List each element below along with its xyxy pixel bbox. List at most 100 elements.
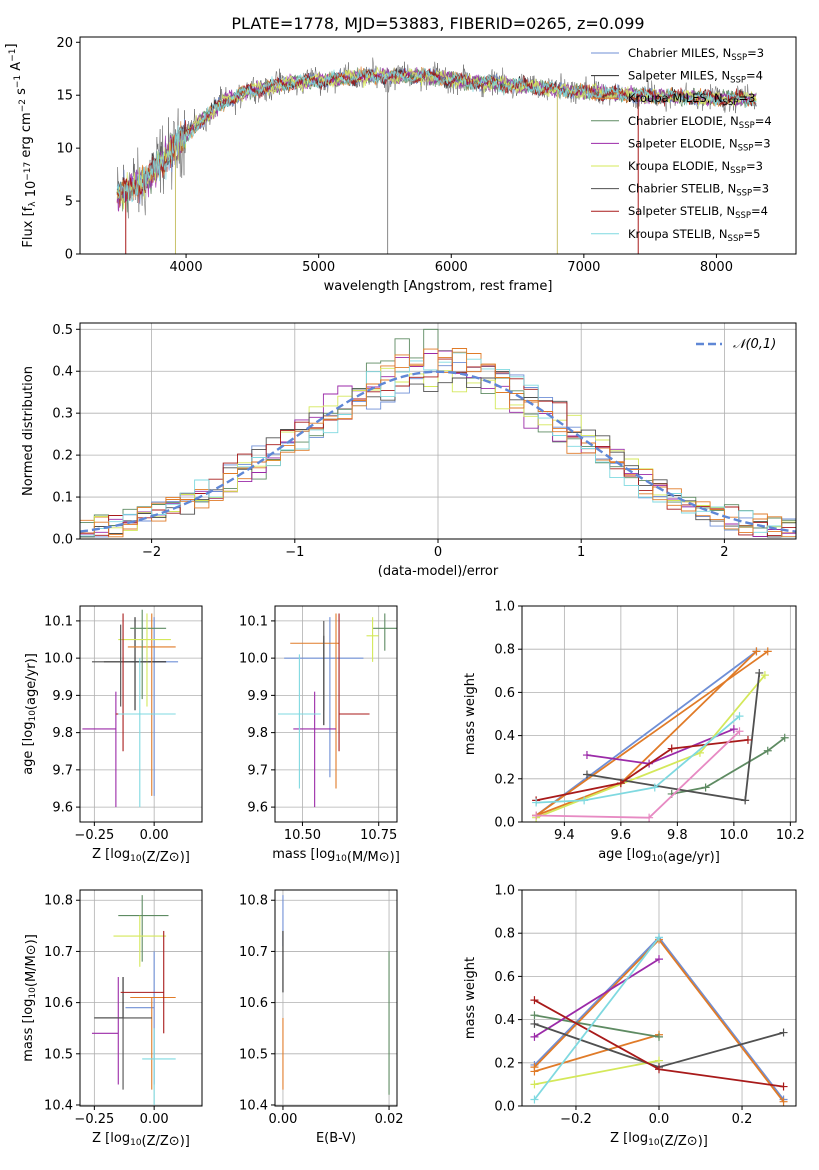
legend-value: =4 [746, 69, 763, 83]
legend-subscript: SSP [731, 53, 747, 63]
legend-subscript: SSP [728, 234, 744, 244]
label-part: E(B-V) [316, 1131, 356, 1146]
x-tick-label: 7000 [567, 260, 600, 275]
y-tick-label: 10.7 [239, 945, 268, 960]
y-axis-label: mass [log10(M/M⊙)] [21, 934, 39, 1062]
x-axis-label: wavelength [Angstrom, rest frame] [324, 279, 553, 294]
weight-marker [779, 1097, 788, 1106]
y-tick-label: 10.4 [44, 1098, 73, 1113]
y-tick-label: 0.0 [494, 816, 515, 831]
label-subscript: 10 [648, 1138, 660, 1148]
legend-label: Salpeter STELIB, NSSP=4 [628, 204, 768, 221]
weight-marker [532, 798, 541, 807]
weight-marker [667, 744, 676, 753]
x-tick-label: −0.2 [560, 1112, 592, 1127]
y-tick-label: 9.7 [247, 763, 268, 778]
legend-subscript: SSP [736, 189, 752, 199]
y-tick-label: 0 [65, 248, 73, 263]
label-part: erg cm [19, 112, 34, 161]
legend-value: =3 [746, 159, 763, 173]
y-tick-label: 20 [56, 36, 73, 51]
y-tick-label: 0.3 [52, 407, 73, 422]
weight-marker [763, 746, 772, 755]
y-tick-label: 10.0 [44, 652, 73, 667]
y-tick-label: 0.4 [494, 1013, 515, 1028]
y-tick-label: 9.9 [52, 689, 73, 704]
label-part: log [110, 847, 130, 862]
legend-subscript: SSP [738, 143, 754, 153]
legend-value: =3 [747, 46, 764, 60]
y-axis-label: mass weight [463, 673, 478, 755]
panel-mass_vs_EBV: 0.00 0.02 10.4 10.5 10.6 10.7 10.8 E(B-V) [239, 889, 404, 1146]
y-tick-label: 0.8 [494, 927, 515, 942]
weight-line [536, 715, 741, 804]
legend-label: Chabrier STELIB, NSSP=3 [628, 182, 769, 199]
legend-subscript: SSP [723, 98, 739, 108]
weight-marker [655, 1065, 663, 1074]
legend-value: =5 [743, 227, 760, 241]
weight-line [535, 674, 766, 819]
label-subscript: 10 [651, 854, 663, 864]
label-part: −2 [18, 99, 28, 112]
x-tick-label: −0.25 [74, 1112, 114, 1127]
y-tick-label: 10.6 [239, 996, 268, 1011]
weight-marker [645, 813, 654, 822]
y-tick-label: 0.8 [494, 643, 515, 658]
figure-title: PLATE=1778, MJD=53883, FIBERID=0265, z=0… [231, 14, 644, 33]
y-tick-label: 9.6 [247, 801, 268, 816]
weight-marker [752, 647, 761, 656]
weight-marker [779, 1028, 788, 1037]
panel-residuals: −2 −1 0 1 2 0.0 0.1 0.2 0.3 0.4 0.5 (data-model)/er… [21, 322, 797, 579]
legend-subscript: SSP [730, 166, 746, 176]
y-tick-label: 10.4 [239, 1098, 268, 1113]
legend-label: Chabrier MILES, NSSP=3 [628, 46, 764, 63]
plot-frame [274, 889, 398, 1107]
weight-marker [530, 1019, 539, 1028]
legend-value: =3 [754, 136, 771, 150]
y-tick-label: 0.2 [494, 772, 515, 787]
plot-frame [274, 605, 398, 823]
x-axis-label: (data-model)/error [378, 564, 499, 579]
legend-subscript: SSP [739, 121, 755, 131]
label-part: (age/yr)] [663, 850, 720, 865]
weight-marker [580, 796, 589, 805]
label-part: log [21, 999, 36, 1019]
histogram-step [80, 348, 796, 538]
weight-marker [763, 647, 772, 656]
label-part: mass [ [272, 847, 315, 862]
label-part: −17 [23, 162, 33, 181]
y-tick-label: 9.7 [52, 763, 73, 778]
y-tick-label: 0.4 [494, 729, 515, 744]
weight-line [534, 1014, 660, 1038]
y-axis-label: Normed distribution [21, 366, 36, 496]
x-tick-label: 1 [577, 545, 585, 560]
weight-line [535, 739, 749, 802]
label-part: ] [4, 43, 19, 48]
x-tick-label: 2 [720, 545, 728, 560]
weight-marker [655, 955, 663, 964]
weight-marker [780, 733, 789, 742]
legend-label: Salpeter MILES, NSSP=4 [628, 69, 763, 86]
y-tick-label: 9.9 [247, 689, 268, 704]
x-tick-label: 10.50 [284, 828, 321, 843]
weight-marker [616, 779, 625, 788]
weight-marker [530, 1032, 539, 1041]
plot-frame [79, 605, 203, 823]
label-subscript: 10 [28, 710, 38, 722]
weight-marker [701, 783, 710, 792]
x-tick-label: 10.75 [360, 828, 397, 843]
y-tick-label: 9.6 [52, 801, 73, 816]
y-tick-label: 10.0 [239, 652, 268, 667]
x-tick-label: 0 [434, 545, 442, 560]
x-tick-label: −2 [142, 545, 161, 560]
label-part: mass [ [21, 1018, 36, 1061]
y-tick-label: 10 [56, 142, 73, 157]
x-tick-label: 0.02 [375, 1112, 404, 1127]
label-part: wavelength [Angstrom, rest frame] [324, 279, 553, 294]
plot-frame [79, 889, 203, 1107]
y-tick-label: 9.8 [247, 726, 268, 741]
weight-marker [655, 933, 663, 942]
y-tick-label: 10.1 [44, 614, 73, 629]
plot-frame [79, 36, 797, 255]
weight-marker [743, 735, 752, 744]
